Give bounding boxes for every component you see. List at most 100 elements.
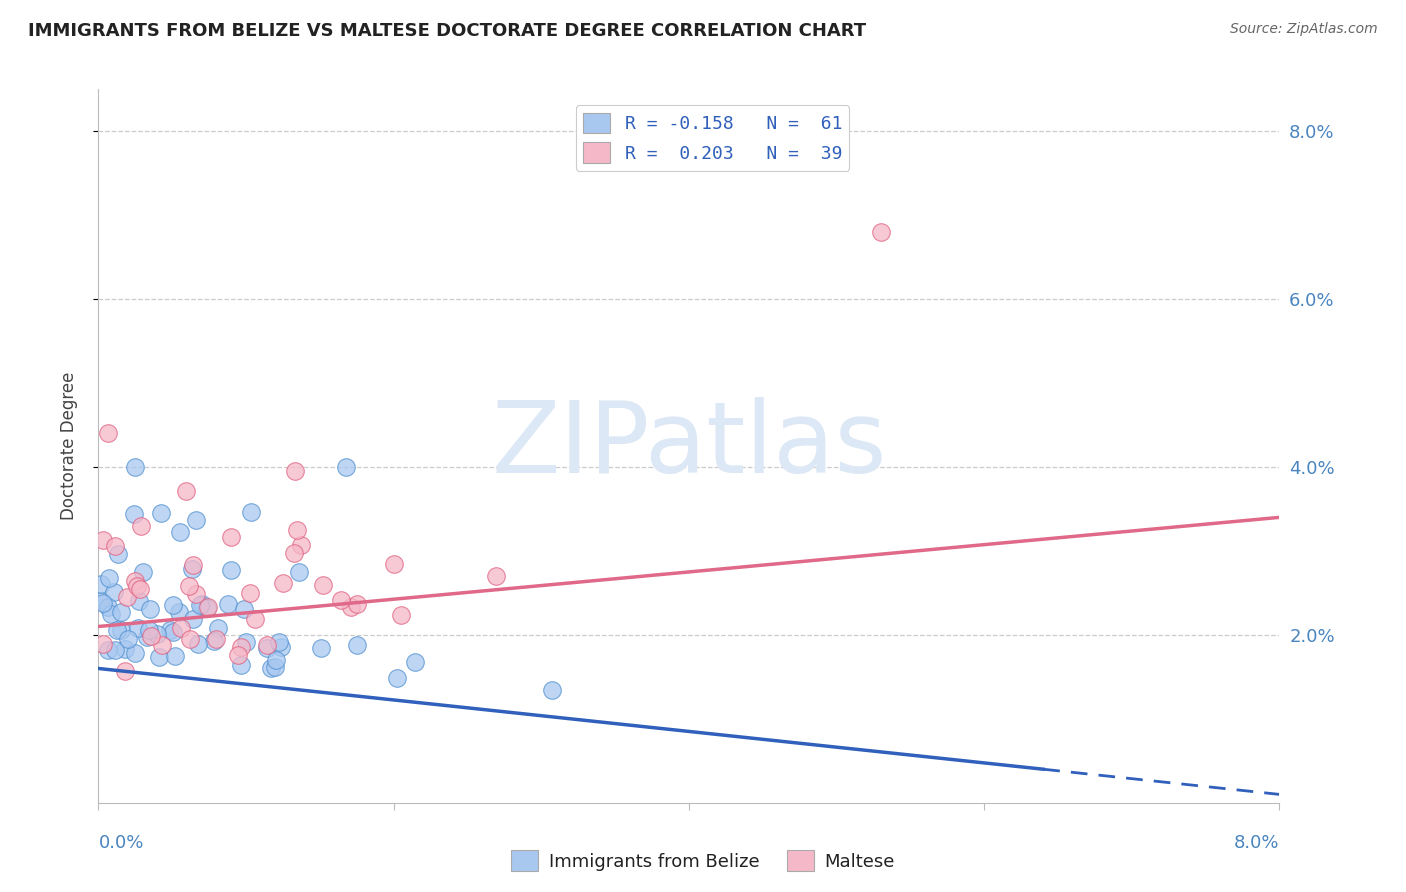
Point	[141, 629, 163, 643]
Point	[124, 460, 146, 475]
Point	[290, 538, 312, 552]
Y-axis label: Doctorate Degree: Doctorate Degree	[59, 372, 77, 520]
Point	[150, 506, 173, 520]
Point	[93, 533, 115, 547]
Point	[169, 621, 191, 635]
Point	[97, 643, 120, 657]
Point	[148, 649, 170, 664]
Point	[288, 566, 311, 580]
Point	[217, 597, 239, 611]
Point	[163, 648, 186, 663]
Point	[219, 530, 242, 544]
Point	[114, 664, 136, 678]
Point	[139, 602, 162, 616]
Point	[114, 642, 136, 657]
Point	[90, 593, 112, 607]
Point	[335, 460, 357, 475]
Point	[541, 683, 564, 698]
Point	[169, 524, 191, 539]
Point	[183, 558, 205, 573]
Point	[197, 600, 219, 615]
Point	[162, 624, 184, 639]
Point	[132, 565, 155, 579]
Point	[404, 656, 426, 670]
Point	[150, 638, 173, 652]
Legend: Immigrants from Belize, Maltese: Immigrants from Belize, Maltese	[503, 843, 903, 879]
Point	[104, 643, 127, 657]
Point	[174, 483, 197, 498]
Point	[346, 597, 368, 611]
Point	[195, 601, 218, 615]
Point	[110, 623, 132, 637]
Text: ZIPatlas: ZIPatlas	[491, 398, 887, 494]
Point	[207, 621, 229, 635]
Point	[309, 640, 332, 655]
Point	[162, 599, 184, 613]
Point	[100, 607, 122, 621]
Point	[271, 575, 294, 590]
Point	[346, 638, 368, 652]
Point	[229, 640, 252, 655]
Point	[124, 574, 146, 589]
Point	[269, 634, 291, 648]
Point	[191, 597, 214, 611]
Point	[219, 563, 242, 577]
Point	[232, 602, 254, 616]
Point	[103, 585, 125, 599]
Point	[312, 578, 335, 592]
Point	[127, 621, 149, 635]
Point	[105, 623, 128, 637]
Text: IMMIGRANTS FROM BELIZE VS MALTESE DOCTORATE DEGREE CORRELATION CHART: IMMIGRANTS FROM BELIZE VS MALTESE DOCTOR…	[28, 22, 866, 40]
Point	[205, 632, 228, 646]
Point	[187, 637, 209, 651]
Point	[91, 637, 114, 651]
Point	[382, 557, 405, 571]
Point	[110, 605, 132, 619]
Text: 8.0%: 8.0%	[1234, 834, 1279, 852]
Point	[93, 596, 115, 610]
Point	[97, 571, 120, 585]
Point	[235, 634, 257, 648]
Point	[285, 523, 308, 537]
Point	[339, 599, 361, 614]
Point	[330, 593, 353, 607]
Point	[264, 660, 287, 674]
Point	[869, 225, 891, 239]
Point	[256, 640, 278, 655]
Point	[97, 599, 120, 614]
Point	[124, 646, 146, 660]
Point	[179, 632, 201, 646]
Point	[243, 612, 266, 626]
Point	[129, 582, 152, 596]
Point	[129, 518, 152, 533]
Point	[188, 599, 211, 613]
Point	[117, 632, 139, 646]
Point	[226, 648, 249, 663]
Point	[256, 638, 278, 652]
Point	[231, 658, 253, 673]
Text: Source: ZipAtlas.com: Source: ZipAtlas.com	[1230, 22, 1378, 37]
Text: 0.0%: 0.0%	[98, 834, 143, 852]
Point	[183, 612, 205, 626]
Point	[97, 426, 120, 441]
Point	[122, 508, 145, 522]
Point	[177, 579, 200, 593]
Point	[90, 577, 112, 591]
Point	[138, 623, 160, 637]
Point	[104, 539, 127, 553]
Point	[283, 464, 305, 478]
Point	[167, 606, 190, 620]
Point	[184, 587, 207, 601]
Point	[260, 661, 283, 675]
Point	[115, 591, 138, 605]
Point	[264, 653, 287, 667]
Point	[159, 623, 181, 637]
Point	[270, 640, 292, 654]
Point	[239, 586, 262, 600]
Point	[186, 513, 208, 527]
Point	[107, 547, 129, 561]
Point	[128, 593, 150, 607]
Point	[146, 627, 169, 641]
Point	[181, 561, 204, 575]
Point	[202, 633, 225, 648]
